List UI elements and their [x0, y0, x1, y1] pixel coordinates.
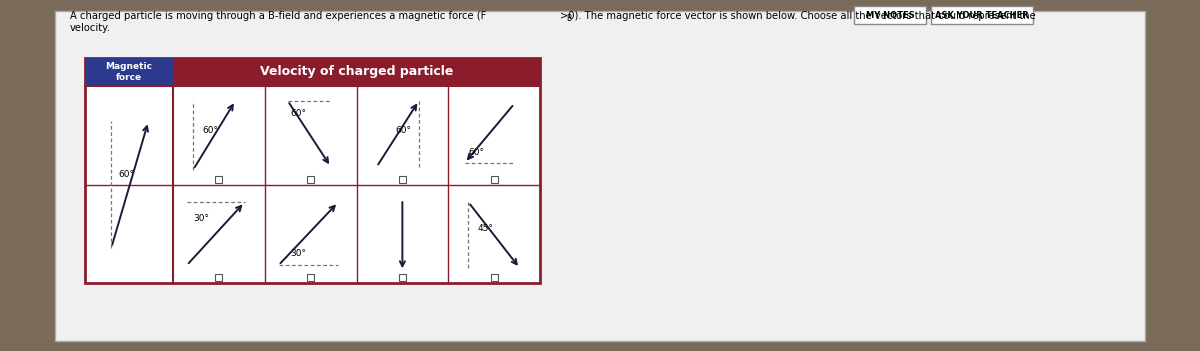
Text: 60°: 60° [290, 109, 306, 118]
Text: ASK YOUR TEACHER: ASK YOUR TEACHER [935, 11, 1028, 20]
Bar [307, 274, 314, 281]
Bar [491, 176, 498, 183]
Text: MY NOTES: MY NOTES [865, 11, 914, 20]
Text: A charged particle is moving through a B-field and experiences a magnetic force : A charged particle is moving through a B… [70, 11, 486, 21]
Bar [307, 176, 314, 183]
Text: B: B [566, 14, 571, 23]
Text: Magnetic
force: Magnetic force [106, 62, 152, 82]
FancyBboxPatch shape [55, 11, 1145, 341]
Text: >0). The magnetic force vector is shown below. Choose all the vectors that could: >0). The magnetic force vector is shown … [560, 11, 1036, 21]
Text: Velocity of charged particle: Velocity of charged particle [260, 66, 454, 79]
Text: 60°: 60° [203, 126, 218, 135]
FancyBboxPatch shape [854, 6, 926, 24]
Text: 45°: 45° [478, 224, 493, 233]
Bar [215, 274, 222, 281]
Text: velocity.: velocity. [70, 23, 110, 33]
Text: 60°: 60° [468, 148, 485, 158]
Bar [215, 176, 222, 183]
Text: 60°: 60° [395, 126, 412, 135]
Bar [85, 58, 540, 283]
Text: 30°: 30° [193, 214, 209, 224]
Bar [491, 274, 498, 281]
Text: 30°: 30° [290, 249, 306, 258]
Bar [398, 176, 406, 183]
Text: 60°: 60° [119, 170, 134, 179]
Bar [85, 58, 173, 86]
Bar [173, 58, 540, 86]
Bar [398, 274, 406, 281]
FancyBboxPatch shape [931, 6, 1033, 24]
